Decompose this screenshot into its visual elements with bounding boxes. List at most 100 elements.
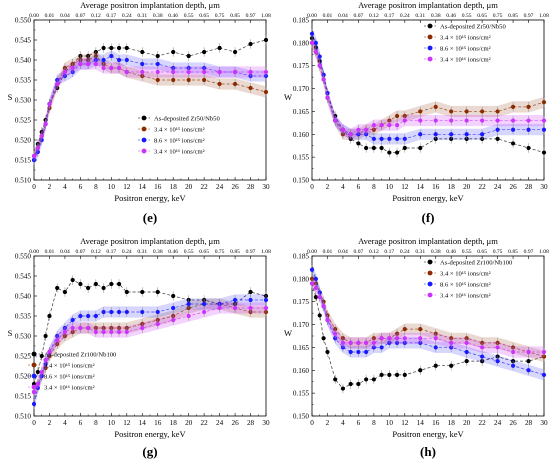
x-tick-label: 8: [94, 419, 98, 427]
x-tick-label: 16: [154, 183, 162, 191]
plot-frame: [33, 19, 267, 181]
x-tick-label: 30: [540, 183, 548, 191]
top-tick-label: 0.04: [338, 249, 348, 255]
data-point: [464, 118, 469, 123]
x-tick-label: 14: [417, 419, 425, 427]
data-point: [171, 293, 176, 299]
y-tick-label: 0.160: [293, 367, 310, 375]
data-point: [248, 297, 253, 303]
data-point: [70, 277, 75, 283]
y-tick-label: 0.185: [293, 253, 310, 261]
data-point: [356, 127, 361, 132]
top-tick-label: 0.38: [153, 249, 163, 255]
data-point: [321, 336, 326, 341]
error-band: [34, 58, 266, 162]
data-point: [464, 132, 469, 137]
data-point: [116, 281, 122, 287]
data-point: [526, 368, 531, 373]
series-line: [311, 42, 545, 135]
data-point: [348, 381, 353, 387]
series-group: [31, 35, 269, 165]
top-tick-label: 0.12: [91, 13, 101, 19]
top-tick-label: 0.17: [384, 249, 394, 255]
top-tick-label: 0.38: [431, 13, 441, 19]
data-point: [510, 118, 516, 123]
data-point: [340, 340, 346, 345]
data-point: [124, 309, 129, 315]
chart-panel: Average positron implantation depth, μm 0…: [284, 236, 549, 459]
x-tick-label: 6: [357, 183, 361, 191]
x-tick-label: 0: [310, 183, 314, 191]
data-point: [101, 45, 106, 51]
data-point: [510, 141, 516, 146]
data-point: [78, 61, 83, 67]
top-tick-label: 0.85: [230, 13, 240, 19]
y-tick-label: 0.535: [15, 313, 32, 321]
x-tick-label: 20: [185, 419, 193, 427]
data-point: [155, 77, 160, 83]
data-point: [217, 305, 222, 311]
data-point: [35, 381, 40, 387]
x-tick-label: 14: [417, 183, 425, 191]
data-point: [364, 127, 369, 132]
x-tick-label: 12: [401, 419, 409, 427]
series-group: [31, 58, 269, 162]
data-point: [418, 132, 423, 137]
top-tick-label: 0.12: [91, 249, 101, 255]
legend-marker: [141, 126, 147, 132]
x-tick-label: 24: [494, 419, 502, 427]
data-point: [140, 325, 145, 331]
data-point: [387, 372, 392, 377]
y-tick-label: 0.180: [293, 39, 310, 47]
top-tick-label: 0.75: [215, 249, 225, 255]
x-tick-label: 6: [357, 419, 361, 427]
top-tick-label: 0.24: [122, 13, 132, 19]
error-band: [34, 294, 266, 410]
top-tick-label: 0.01: [323, 13, 333, 19]
legend-label: 3.4 × 10¹⁶ ions/cm²: [154, 149, 205, 156]
x-tick-label: 8: [372, 419, 376, 427]
legend-marker: [427, 292, 433, 298]
chart-panel: Average positron implantation depth, μm 0…: [284, 0, 549, 225]
y-tick-label: 0.535: [15, 77, 32, 85]
error-band: [312, 37, 544, 140]
data-point: [309, 281, 315, 286]
x-tick-label: 2: [48, 183, 52, 191]
top-tick-label: 0.97: [524, 249, 534, 255]
data-point: [155, 61, 160, 67]
data-point: [186, 53, 191, 59]
x-tick-label: 22: [201, 183, 209, 191]
data-point: [202, 301, 207, 307]
data-point: [31, 153, 37, 159]
data-point: [333, 331, 338, 336]
x-tick-label: 18: [170, 183, 178, 191]
data-point: [39, 369, 44, 375]
legend-marker: [427, 281, 433, 287]
top-tick-label: 1.08: [261, 249, 271, 255]
data-point: [449, 340, 454, 345]
x-axis-label: Positron energy, keV: [114, 193, 186, 203]
data-point: [186, 77, 191, 83]
legend-label: As-deposited Zr100/Nb100: [440, 260, 513, 267]
data-point: [340, 386, 346, 391]
y-tick-label: 0.165: [293, 344, 310, 352]
data-point: [155, 289, 160, 295]
data-point: [35, 369, 40, 375]
panel-label: (e): [143, 210, 157, 225]
data-point: [62, 69, 68, 75]
legend-marker: [427, 45, 433, 51]
x-tick-label: 18: [448, 419, 456, 427]
series-group: [31, 302, 269, 398]
data-point: [248, 85, 253, 91]
data-point: [449, 132, 454, 137]
data-point: [418, 368, 423, 373]
data-point: [321, 77, 326, 82]
top-tick-label: 0.07: [354, 13, 364, 19]
x-tick-label: 8: [372, 183, 376, 191]
data-point: [116, 329, 122, 335]
top-tick-label: 0.65: [199, 249, 209, 255]
data-point: [340, 127, 346, 132]
series-line: [311, 283, 544, 353]
legend: As-deposited Zr50/Nb50 3.4 × 10¹⁵ ions/cm…: [138, 116, 220, 156]
